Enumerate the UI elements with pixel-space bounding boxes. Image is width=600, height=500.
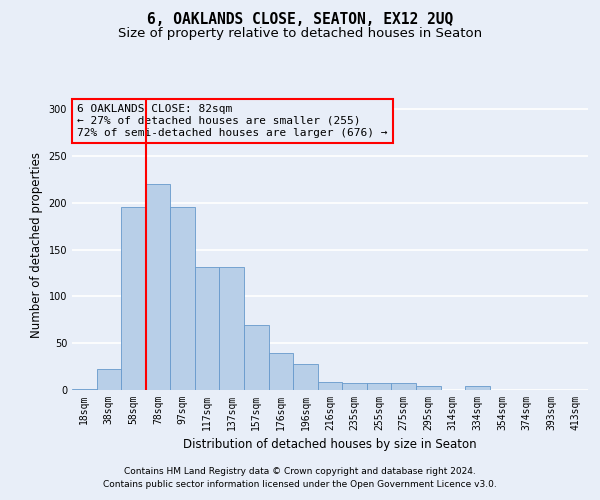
Bar (391, 384, 416, 390)
Text: 6 OAKLANDS CLOSE: 82sqm
← 27% of detached houses are smaller (255)
72% of semi-d: 6 OAKLANDS CLOSE: 82sqm ← 27% of detache… (77, 104, 388, 138)
Bar (416, 386, 440, 390)
Text: Contains HM Land Registry data © Crown copyright and database right 2024.: Contains HM Land Registry data © Crown c… (124, 467, 476, 476)
Y-axis label: Number of detached properties: Number of detached properties (30, 152, 43, 338)
Bar (465, 386, 490, 390)
Bar (121, 206, 146, 390)
Text: Size of property relative to detached houses in Seaton: Size of property relative to detached ho… (118, 28, 482, 40)
Bar (220, 266, 244, 390)
Bar (293, 364, 318, 390)
Bar (342, 382, 367, 390)
Bar (72, 389, 97, 390)
Bar (318, 382, 342, 390)
Text: 6, OAKLANDS CLOSE, SEATON, EX12 2UQ: 6, OAKLANDS CLOSE, SEATON, EX12 2UQ (147, 12, 453, 28)
Text: Contains public sector information licensed under the Open Government Licence v3: Contains public sector information licen… (103, 480, 497, 489)
Bar (195, 266, 220, 390)
Bar (97, 370, 121, 390)
Bar (367, 384, 391, 390)
Bar (170, 206, 195, 390)
Bar (269, 352, 293, 390)
X-axis label: Distribution of detached houses by size in Seaton: Distribution of detached houses by size … (183, 438, 477, 452)
Bar (244, 324, 269, 390)
Bar (146, 184, 170, 390)
